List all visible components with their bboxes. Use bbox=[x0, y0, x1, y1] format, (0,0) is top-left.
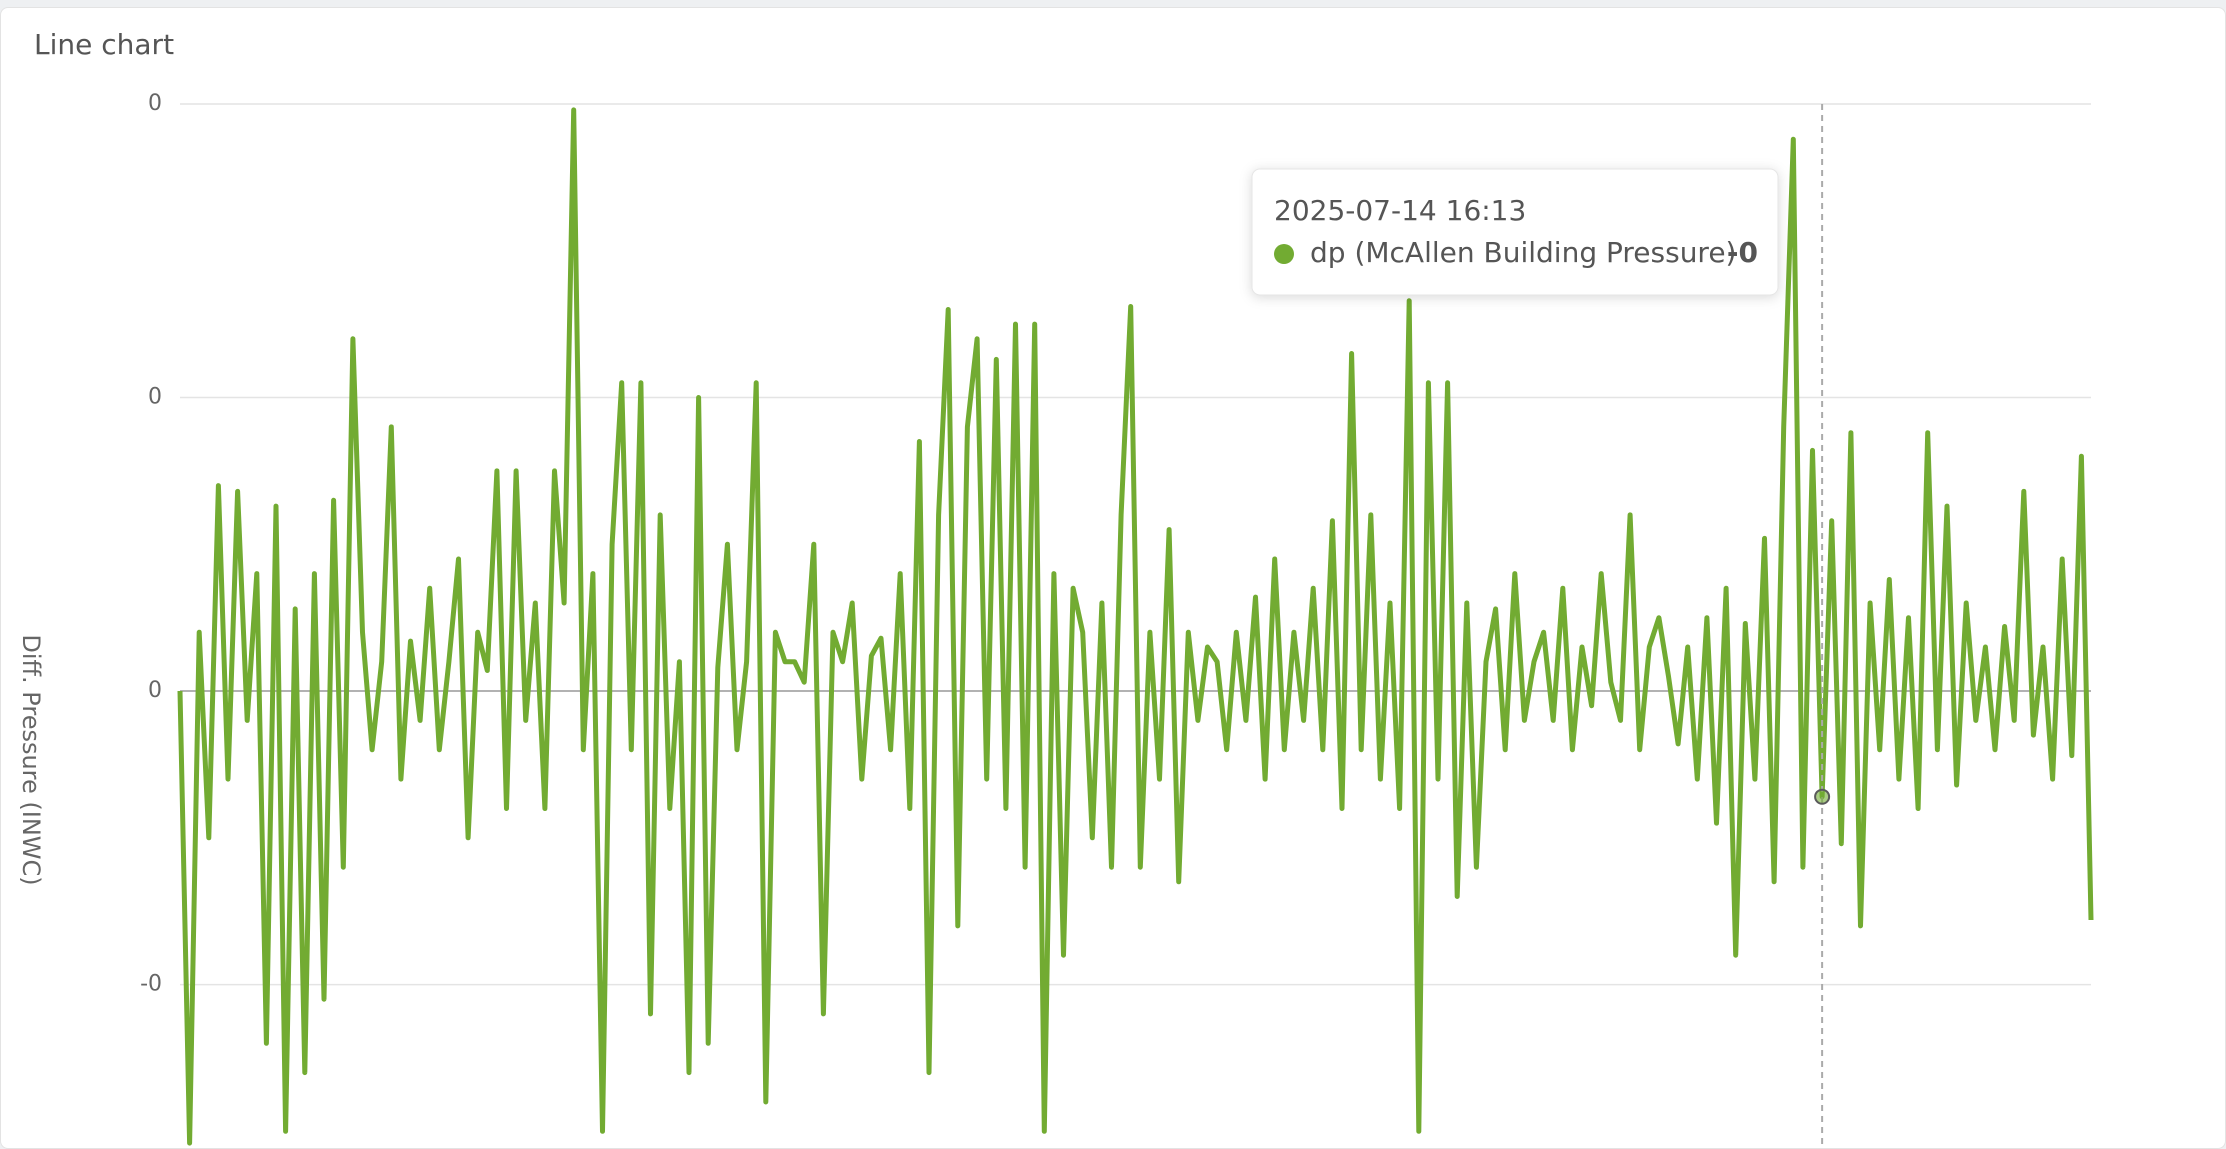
tooltip-box bbox=[1251, 168, 1779, 296]
tooltip-title: 2025-07-14 16:13 bbox=[1274, 194, 1526, 227]
y-axis-label: Diff. Pressure (INWC) bbox=[17, 634, 45, 885]
series-line bbox=[177, 107, 2094, 1146]
tooltip-series: dp (McAllen Building Pressure) bbox=[1310, 236, 1736, 269]
tooltip-value: -0 bbox=[1727, 236, 1758, 269]
hover-point bbox=[1814, 788, 1831, 805]
y-tick-label: 0 bbox=[148, 678, 162, 703]
chart-title: Line chart bbox=[34, 28, 174, 61]
y-tick-label: -0 bbox=[140, 972, 162, 997]
tooltip-dot bbox=[1274, 244, 1294, 264]
tooltip: 2025-07-14 16:13 dp (McAllen Building Pre… bbox=[1251, 168, 1779, 296]
y-tick-label: 0 bbox=[148, 385, 162, 410]
y-tick-label: 0 bbox=[148, 91, 162, 116]
